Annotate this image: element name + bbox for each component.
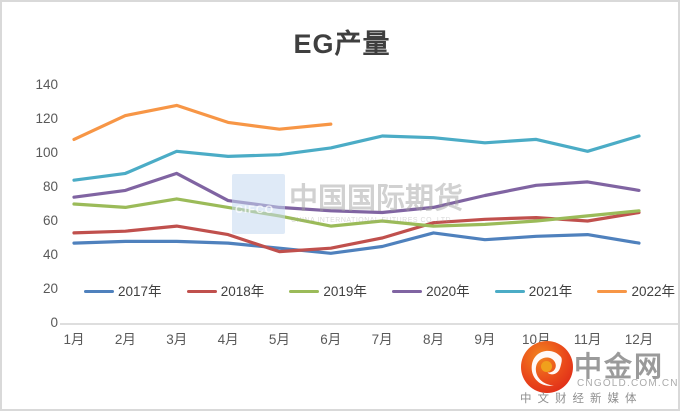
cngold-logo-domain: CNGOLD.COM.CN [577,378,679,389]
series-line-2017年 [72,231,641,255]
watermark-subtext: CHINA INTERNATIONAL FUTURES CO.,LTD [291,217,452,224]
x-axis-label-9月: 9月 [474,332,496,347]
x-axis-label-6月: 6月 [320,332,342,347]
y-axis-tick-100: 100 [35,145,58,160]
legend-item-2021年: 2021年 [494,283,573,300]
legend-swatch-2021年 [494,289,525,294]
x-axis-label-12月: 12月 [624,332,654,347]
legend-item-2019年: 2019年 [289,283,367,300]
y-axis-tick-0: 0 [50,315,58,330]
legend-swatch-2018年 [186,289,217,294]
cngold-logo-tagline: 中文财经新媒体 [520,393,643,405]
legend-item-2020年: 2020年 [392,283,470,300]
chart-title: EG产量 [293,29,391,59]
cngold-logo: 中金网 CNGOLD.COM.CN 中文财经新媒体 [517,337,679,409]
cngold-flame-icon [520,340,574,394]
chart-legend: 2017年 2018年 2019年 2020年 2021年 2022年 [84,283,675,300]
legend-label-2019年: 2019年 [323,284,367,299]
x-axis-label-4月: 4月 [217,332,239,347]
series-line-2022年 [72,103,333,141]
x-axis-label-8月: 8月 [423,332,445,347]
y-axis-tick-20: 20 [42,281,58,296]
cngold-logo-name: 中金网 [574,351,665,382]
y-axis-tick-80: 80 [42,179,58,194]
legend-label-2021年: 2021年 [528,284,573,299]
series-line-2021年 [72,134,641,182]
legend-item-2018年: 2018年 [186,283,265,300]
legend-swatch-2020年 [392,289,423,294]
watermark-logo-box: CIFCO [232,174,285,234]
legend-label-2018年: 2018年 [220,284,265,299]
y-axis-tick-40: 40 [42,247,58,262]
y-axis-tick-140: 140 [35,77,58,92]
series-line-2018年 [72,210,641,254]
legend-label-2020年: 2020年 [426,284,470,299]
watermark-text: 中国国际期货 [289,183,464,215]
x-axis-label-1月: 1月 [63,332,85,347]
watermark-logo-text: CIFCO [235,204,275,216]
legend-label-2022年: 2022年 [631,284,675,299]
x-axis-label-7月: 7月 [371,332,393,347]
x-axis-label-11月: 11月 [573,332,602,347]
legend-item-2017年: 2017年 [84,283,162,300]
x-axis-label-3月: 3月 [166,332,188,347]
series-line-2020年 [72,171,641,215]
y-axis-tick-60: 60 [42,213,58,228]
legend-item-2022年: 2022年 [597,283,675,300]
x-axis-label-5月: 5月 [268,332,290,347]
y-axis-tick-120: 120 [35,111,58,126]
series-line-2019年 [72,197,641,228]
legend-swatch-2022年 [597,289,628,294]
legend-swatch-2019年 [289,289,320,294]
legend-swatch-2017年 [84,289,114,294]
x-axis-label-2月: 2月 [114,332,136,347]
legend-label-2017年: 2017年 [118,284,162,299]
